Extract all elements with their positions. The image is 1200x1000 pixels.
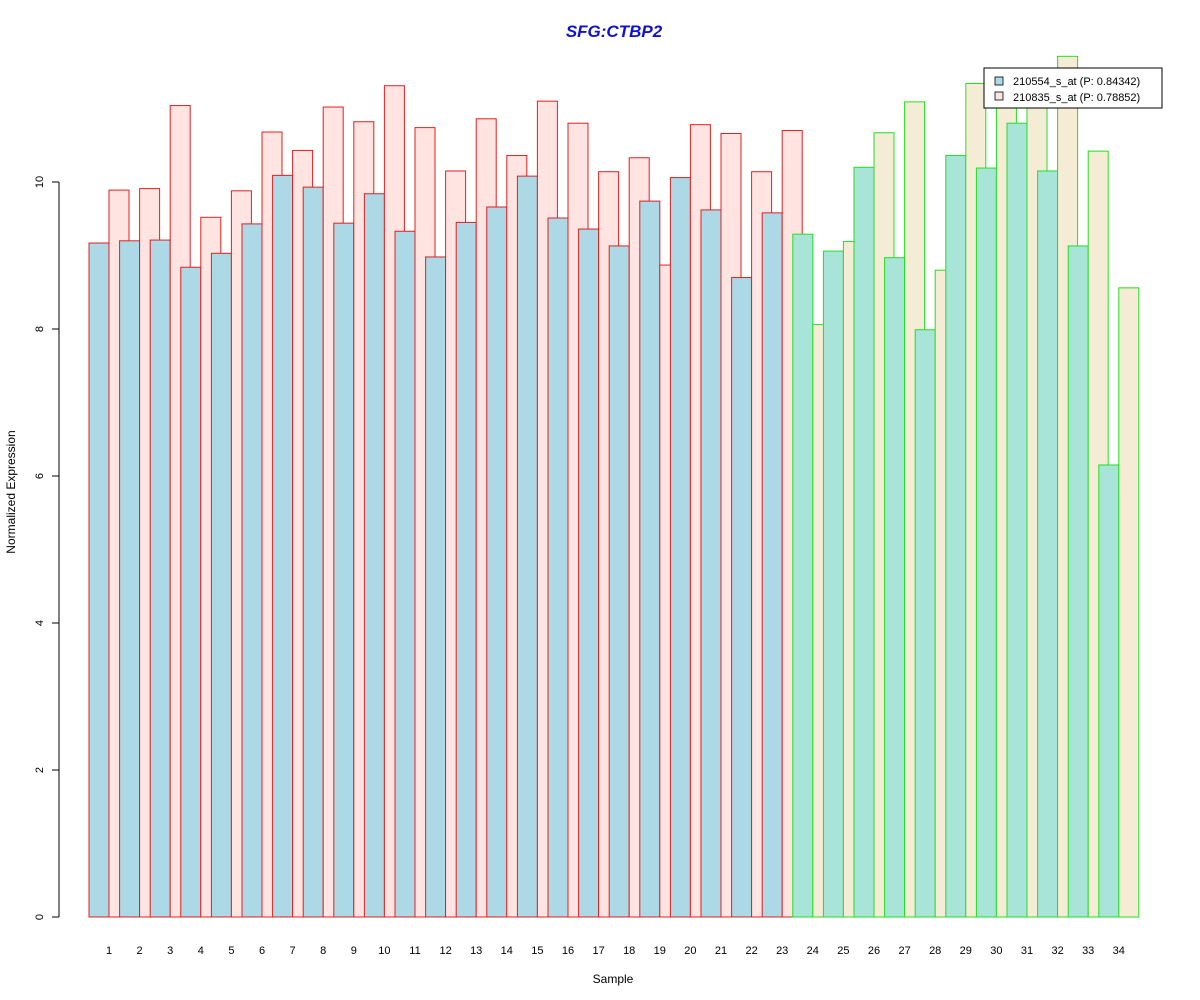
legend-swatch-series-2	[994, 91, 1004, 101]
bar-series-1-sample-4	[180, 266, 202, 918]
bar-series-1-sample-8	[302, 186, 324, 918]
bar-series-1-sample-16	[547, 217, 569, 918]
x-tick-label: 13	[470, 945, 482, 957]
y-tick-label: 0	[34, 914, 46, 920]
x-tick-label: 22	[745, 945, 757, 957]
bar-series-1-sample-29	[945, 155, 967, 918]
y-tick-label: 4	[34, 620, 46, 626]
bars-layer	[88, 55, 1140, 918]
x-tick-label: 19	[654, 945, 666, 957]
x-tick-label: 26	[868, 945, 880, 957]
bar-series-2-sample-34	[1118, 287, 1140, 918]
x-tick-label: 2	[137, 945, 143, 957]
bar-series-1-sample-20	[669, 177, 691, 918]
bar-series-1-sample-32	[1037, 170, 1059, 918]
x-tick-label: 7	[290, 945, 296, 957]
x-tick-label: 20	[684, 945, 696, 957]
bar-series-1-sample-33	[1067, 245, 1089, 918]
y-tick-label: 2	[34, 767, 46, 773]
x-tick-label: 34	[1113, 945, 1125, 957]
x-tick-label: 5	[228, 945, 234, 957]
bar-series-1-sample-31	[1006, 122, 1028, 918]
bar-series-1-sample-3	[149, 239, 171, 918]
x-tick-label: 27	[898, 945, 910, 957]
x-tick-label: 1	[106, 945, 112, 957]
x-tick-label: 32	[1051, 945, 1063, 957]
bar-series-1-sample-1	[88, 242, 110, 918]
bar-series-1-sample-7	[272, 174, 294, 918]
x-tick-label: 3	[167, 945, 173, 957]
x-tick-label: 4	[198, 945, 204, 957]
bar-series-1-sample-10	[363, 193, 385, 918]
y-axis: 0 2 4 6 8 10	[34, 176, 60, 920]
bar-series-1-sample-6	[241, 223, 263, 918]
x-tick-label: 17	[592, 945, 604, 957]
bar-series-1-sample-27	[884, 257, 906, 918]
legend-swatch-series-1	[994, 76, 1004, 86]
bar-series-1-sample-19	[639, 200, 661, 918]
legend-label-series-2: 210835_s_at (P: 0.78852)	[1013, 92, 1140, 104]
x-tick-label: 21	[715, 945, 727, 957]
x-tick-label: 31	[1021, 945, 1033, 957]
x-tick-label: 11	[409, 945, 420, 957]
y-axis-label: Normalized Expression	[4, 430, 18, 553]
bar-series-1-sample-25	[822, 250, 844, 918]
x-tick-label: 33	[1082, 945, 1094, 957]
bar-series-1-sample-18	[608, 245, 630, 918]
x-tick-label: 15	[531, 945, 543, 957]
x-axis-labels: 1 2 3 4 5 6 7 8 9 10 11 12 13 14 15 16 17 18 19 20 21 22 23 24 2…	[106, 945, 1125, 957]
legend-label-series-1: 210554_s_at (P: 0.84342)	[1013, 76, 1140, 88]
x-tick-label: 6	[259, 945, 265, 957]
x-tick-label: 16	[562, 945, 574, 957]
bar-series-1-sample-2	[119, 240, 141, 918]
x-tick-label: 9	[351, 945, 357, 957]
bar-series-1-sample-30	[975, 167, 997, 918]
legend: 210554_s_at (P: 0.84342) 210835_s_at (P:…	[983, 67, 1163, 109]
x-tick-label: 28	[929, 945, 941, 957]
bar-series-1-sample-23	[761, 212, 783, 918]
bar-series-1-sample-24	[792, 233, 814, 918]
x-tick-label: 8	[320, 945, 326, 957]
legend-box	[983, 67, 1163, 109]
x-tick-label: 12	[439, 945, 451, 957]
bar-series-1-sample-34	[1098, 464, 1120, 918]
bar-series-1-sample-15	[516, 175, 538, 918]
bar-series-1-sample-17	[578, 228, 600, 918]
y-tick-label: 8	[34, 326, 46, 332]
x-tick-label: 24	[807, 945, 819, 957]
bar-series-1-sample-9	[333, 222, 355, 918]
bar-series-1-sample-11	[394, 230, 416, 918]
chart-title: SFG:CTBP2	[566, 22, 663, 41]
bar-series-1-sample-21	[700, 209, 722, 918]
x-axis-label: Sample	[593, 972, 634, 986]
bar-series-1-sample-14	[486, 206, 508, 918]
y-tick-label: 6	[34, 473, 46, 479]
x-tick-label: 18	[623, 945, 635, 957]
bar-series-1-sample-28	[914, 329, 936, 918]
x-tick-label: 14	[501, 945, 513, 957]
x-tick-label: 29	[960, 945, 972, 957]
bar-series-1-sample-26	[853, 166, 875, 918]
x-tick-label: 30	[990, 945, 1002, 957]
bar-series-1-sample-22	[731, 277, 753, 918]
y-tick-label: 10	[34, 176, 46, 188]
bar-series-1-sample-5	[210, 252, 232, 918]
bar-series-1-sample-13	[455, 221, 477, 918]
x-tick-label: 10	[378, 945, 390, 957]
x-tick-label: 23	[776, 945, 788, 957]
x-tick-label: 25	[837, 945, 849, 957]
bar-series-1-sample-12	[425, 256, 447, 918]
